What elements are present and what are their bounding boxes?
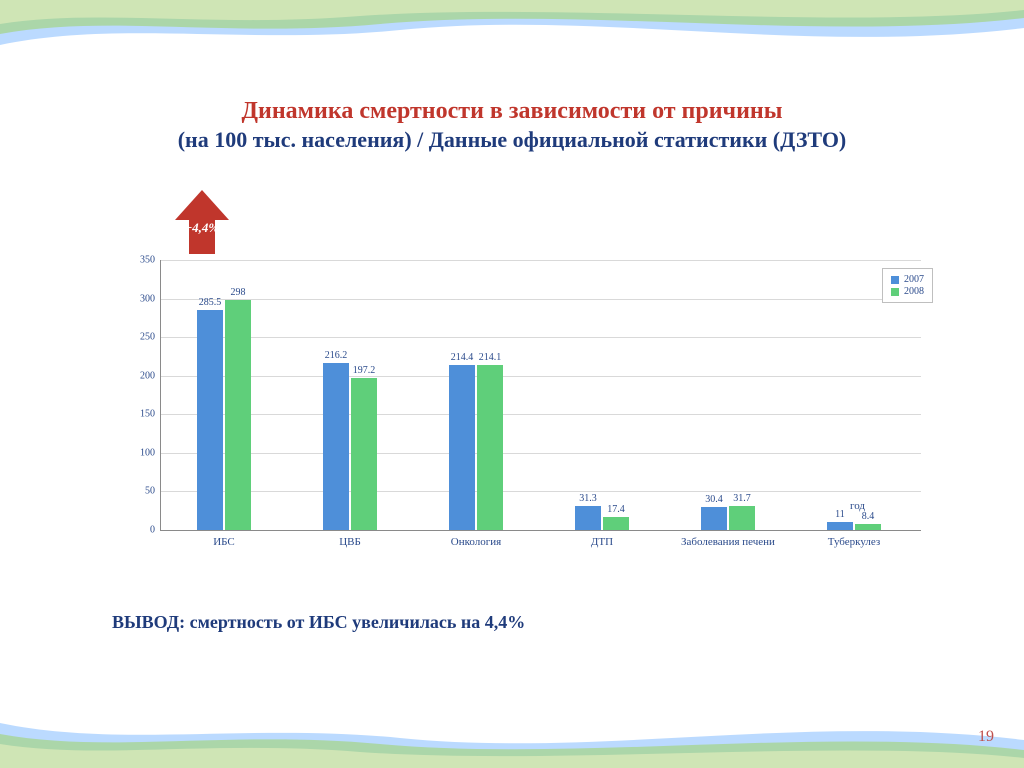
- y-tick: 50: [145, 486, 155, 497]
- legend-swatch: [891, 276, 899, 284]
- title-block: Динамика смертности в зависимости от при…: [0, 98, 1024, 153]
- y-tick: 300: [140, 293, 155, 304]
- y-tick: 200: [140, 370, 155, 381]
- legend-item: 2007: [891, 274, 924, 285]
- wave-top-decoration: [0, 0, 1024, 70]
- bar-value-label: 17.4: [586, 504, 646, 515]
- bar-2007: 216.2: [323, 363, 349, 530]
- chart-legend: 20072008: [882, 268, 933, 303]
- legend-label: 2008: [904, 286, 924, 297]
- wave-bottom-decoration: [0, 698, 1024, 768]
- bar-2008: 31.7: [729, 506, 755, 530]
- bar-value-label: 8.4: [838, 511, 898, 522]
- bar-value-label: 298: [208, 287, 268, 298]
- bar-2008: 8.4: [855, 524, 881, 530]
- y-tick: 100: [140, 447, 155, 458]
- legend-item: 2008: [891, 286, 924, 297]
- bar-2007: 214.4: [449, 365, 475, 530]
- y-tick: 250: [140, 332, 155, 343]
- y-tick: 350: [140, 255, 155, 266]
- x-category-label: Заболевания печени: [665, 536, 791, 548]
- bar-2007: 30.4: [701, 507, 727, 530]
- bar-value-label: 31.7: [712, 493, 772, 504]
- bar-value-label: 216.2: [306, 350, 366, 361]
- conclusion-text: ВЫВОД: смертность от ИБС увеличилась на …: [112, 612, 525, 633]
- x-category-label: Онкология: [413, 536, 539, 548]
- legend-label: 2007: [904, 274, 924, 285]
- y-tick: 0: [150, 525, 155, 536]
- title-sub: (на 100 тыс. населения) / Данные официал…: [0, 127, 1024, 153]
- increase-arrow: +4,4%: [175, 190, 229, 254]
- bar-value-label: 197.2: [334, 365, 394, 376]
- x-category-label: ЦВБ: [287, 536, 413, 548]
- legend-swatch: [891, 288, 899, 296]
- x-category-label: Туберкулез: [791, 536, 917, 548]
- bar-2008: 17.4: [603, 517, 629, 530]
- mortality-bar-chart: 050100150200250300350285.5298ИБС216.2197…: [120, 260, 920, 560]
- page-number: 19: [978, 728, 994, 746]
- bar-value-label: 214.1: [460, 352, 520, 363]
- x-category-label: ДТП: [539, 536, 665, 548]
- title-main: Динамика смертности в зависимости от при…: [0, 98, 1024, 125]
- arrow-label: +4,4%: [175, 220, 229, 236]
- bar-2007: 11: [827, 522, 853, 530]
- x-category-label: ИБС: [161, 536, 287, 548]
- bar-2008: 298: [225, 300, 251, 530]
- y-tick: 150: [140, 409, 155, 420]
- x-axis-label: год: [850, 500, 865, 512]
- bar-2008: 214.1: [477, 365, 503, 530]
- bar-2008: 197.2: [351, 378, 377, 530]
- bar-2007: 285.5: [197, 310, 223, 530]
- bar-value-label: 31.3: [558, 493, 618, 504]
